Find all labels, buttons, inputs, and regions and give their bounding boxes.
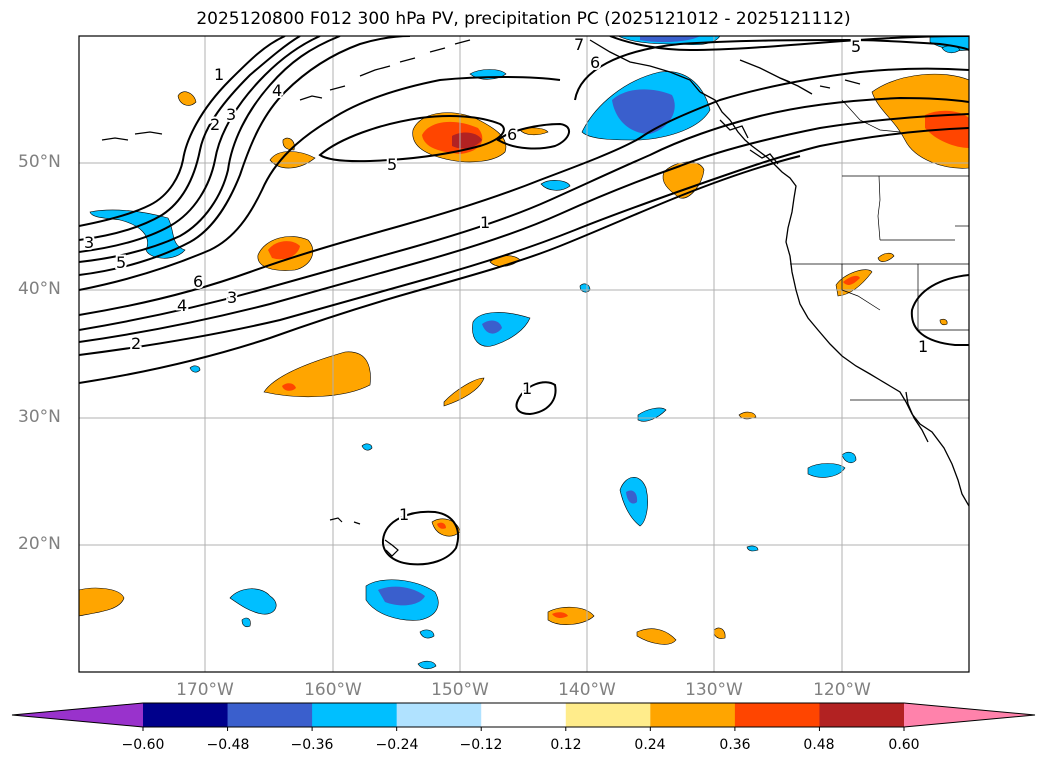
- state-borders: [790, 99, 969, 401]
- colorbar-tick-label: 0.60: [888, 737, 920, 753]
- map-gridlines: [79, 36, 969, 672]
- colorbar-tick-label: 0.36: [719, 737, 751, 753]
- colorbar-segment: [734, 703, 820, 727]
- contour-label: 3: [226, 105, 236, 124]
- map-background: [79, 36, 969, 672]
- colorbar-tick-label: −0.12: [459, 737, 503, 753]
- lon-label: 170°W: [176, 680, 234, 700]
- contour-labels: 3 5 6 4 3 2 1 2 3 4 5 6 1 6 7 5 1 1 1: [82, 35, 930, 526]
- colorbar-segment: [481, 703, 567, 727]
- colorbar-tick-label: −0.48: [206, 737, 250, 753]
- colorbar-segment: [396, 703, 482, 727]
- map-border: [78, 35, 970, 673]
- contour-label: 4: [272, 81, 282, 100]
- contour-label: 6: [507, 125, 517, 144]
- contour-label: 5: [851, 37, 861, 56]
- pv-contours: [79, 36, 969, 566]
- colorbar: [11, 702, 1036, 731]
- colorbar-tick-label: 0.12: [550, 737, 582, 753]
- colorbar-tick-label: −0.24: [375, 737, 419, 753]
- lat-label: 50°N: [18, 152, 61, 172]
- contour-label: 1: [918, 337, 928, 356]
- hawaii-islands: [329, 517, 399, 557]
- colorbar-segment: [312, 703, 398, 727]
- contour-label: 2: [210, 115, 220, 134]
- colorbar-tick-label: 0.24: [634, 737, 666, 753]
- colorbar-tick-label: 0.48: [803, 737, 835, 753]
- contour-label: 1: [480, 213, 490, 232]
- contour-label: 4: [177, 296, 187, 315]
- colorbar-extend-high: [904, 703, 1035, 727]
- colorbar-segment: [650, 703, 736, 727]
- contour-label: 6: [193, 272, 203, 291]
- colorbar-tick-label: −0.36: [290, 737, 334, 753]
- coastlines: [101, 39, 969, 507]
- map-title: 2025120800 F012 300 hPa PV, precipitatio…: [196, 9, 851, 29]
- contour-label: 6: [590, 53, 600, 72]
- contour-label: 3: [227, 288, 237, 307]
- colorbar-segment: [143, 703, 229, 727]
- contour-label: 2: [131, 334, 141, 353]
- lon-label: 150°W: [431, 680, 489, 700]
- contour-label: 7: [574, 35, 584, 54]
- lat-label: 40°N: [18, 279, 61, 299]
- contour-label: 1: [522, 379, 532, 398]
- colorbar-segment: [565, 703, 651, 727]
- contour-label: 5: [116, 253, 126, 272]
- contour-label: 3: [84, 233, 94, 252]
- lon-label: 130°W: [685, 680, 743, 700]
- colorbar-extend-low: [12, 703, 143, 727]
- contour-label: 1: [399, 505, 409, 524]
- lon-label: 160°W: [304, 680, 362, 700]
- lat-label: 30°N: [18, 407, 61, 427]
- contour-label: 1: [214, 65, 224, 84]
- contour-label: 5: [387, 155, 397, 174]
- lat-label: 20°N: [18, 534, 61, 554]
- lon-label: 120°W: [813, 680, 871, 700]
- colorbar-segment: [227, 703, 313, 727]
- colorbar-tick-label: −0.60: [121, 737, 165, 753]
- colorbar-segment: [819, 703, 905, 727]
- precip-strong-negative: [378, 36, 700, 606]
- lon-label: 140°W: [558, 680, 616, 700]
